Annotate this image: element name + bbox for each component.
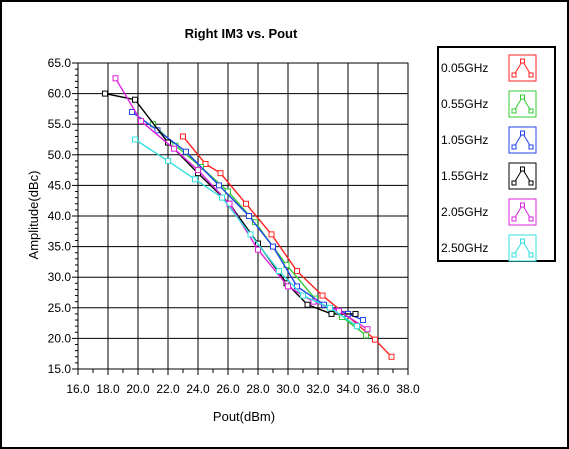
data-point — [247, 231, 254, 238]
y-tick-label: 30.0 — [48, 270, 72, 284]
legend-swatch-marker — [528, 108, 534, 114]
y-tick-label: 25.0 — [48, 301, 72, 315]
legend-label: 0.55GHz — [441, 97, 488, 111]
legend-label: 2.05GHz — [441, 205, 488, 219]
data-point — [195, 167, 201, 174]
data-point — [304, 301, 311, 308]
data-point — [255, 246, 261, 253]
legend-swatch-marker — [520, 238, 525, 244]
data-point — [360, 317, 366, 324]
data-point — [352, 310, 359, 317]
x-axis: 16.0 18.0 20.0 22.0 24.0 26.0 28.0 30.0 32.0 34.0… — [66, 369, 420, 396]
data-point — [363, 332, 369, 339]
y-tick-label: 60.0 — [48, 87, 72, 101]
data-point — [364, 326, 371, 333]
x-tick-label: 28.0 — [246, 382, 270, 396]
data-point — [217, 170, 224, 177]
data-point — [192, 176, 198, 183]
legend: 0.05GHz 0.55GHz 1.05GHz 1.55GHz 2.05GHz 2.50G… — [437, 46, 556, 262]
series-2.50GHz — [132, 136, 360, 330]
data-point — [294, 268, 300, 275]
x-tick-label: 30.0 — [276, 382, 300, 396]
legend-swatch-marker — [511, 252, 517, 258]
legend-swatch-marker — [511, 180, 517, 186]
y-tick-label: 20.0 — [48, 331, 72, 345]
data-point — [129, 108, 135, 115]
data-point — [180, 133, 186, 140]
data-point — [268, 231, 275, 238]
x-tick-label: 24.0 — [186, 382, 210, 396]
x-tick-label: 32.0 — [306, 382, 330, 396]
legend-swatch-marker — [520, 94, 525, 100]
y-tick-label: 15.0 — [48, 362, 72, 376]
x-tick-label: 38.0 — [396, 382, 420, 396]
data-point — [276, 268, 282, 275]
data-point — [388, 353, 395, 360]
data-point — [216, 182, 222, 189]
series-2.05GHz — [112, 75, 371, 333]
data-point — [300, 292, 306, 299]
x-tick-label: 36.0 — [366, 382, 390, 396]
legend-swatch-marker — [528, 144, 534, 150]
data-point — [270, 243, 276, 250]
legend-swatch-marker — [528, 216, 534, 222]
legend-swatch-marker — [520, 202, 525, 208]
legend-swatch-marker — [528, 180, 534, 186]
legend-label: 1.05GHz — [441, 133, 488, 147]
data-point — [202, 160, 209, 167]
data-point — [327, 304, 333, 311]
data-point — [171, 145, 177, 152]
data-point — [138, 118, 144, 125]
y-axis-title: Amplitude(dBc) — [26, 171, 41, 260]
legend-swatch-marker — [528, 72, 534, 78]
data-point — [354, 323, 360, 330]
legend-box — [437, 46, 556, 262]
y-tick-label: 45.0 — [48, 178, 72, 192]
x-tick-label: 20.0 — [126, 382, 150, 396]
legend-swatch-marker — [511, 108, 517, 114]
data-point — [132, 96, 138, 103]
y-tick-label: 55.0 — [48, 117, 72, 131]
data-point — [183, 148, 189, 155]
data-point — [165, 139, 171, 146]
legend-label: 2.50GHz — [441, 241, 488, 255]
series-layer — [102, 75, 395, 360]
chart-title: Right IM3 vs. Pout — [185, 26, 298, 41]
legend-label: 1.55GHz — [441, 169, 488, 183]
data-point — [112, 75, 119, 82]
y-tick-label: 40.0 — [48, 209, 72, 223]
data-point — [132, 136, 138, 143]
legend-label: 0.05GHz — [441, 61, 488, 75]
x-tick-label: 16.0 — [66, 382, 90, 396]
x-tick-label: 34.0 — [336, 382, 360, 396]
data-point — [328, 310, 335, 317]
data-point — [165, 157, 171, 164]
legend-swatch-marker — [520, 166, 525, 172]
data-point — [102, 90, 108, 97]
data-point — [285, 283, 291, 290]
legend-swatch-marker — [511, 144, 517, 150]
legend-swatch-marker — [528, 252, 534, 258]
x-tick-label: 18.0 — [96, 382, 120, 396]
legend-swatch-marker — [511, 216, 517, 222]
data-point — [219, 194, 225, 201]
series-line — [104, 92, 356, 315]
x-axis-title: Pout(dBm) — [213, 409, 275, 424]
y-axis: 15.0 20.0 25.0 30.0 35.0 40.0 45.0 50.0 55.0 60.0… — [48, 56, 78, 376]
data-point — [243, 200, 249, 207]
x-tick-label: 26.0 — [216, 382, 240, 396]
data-point — [246, 213, 252, 219]
y-tick-label: 50.0 — [48, 148, 72, 162]
legend-swatch-marker — [520, 130, 525, 136]
y-tick-label: 35.0 — [48, 240, 72, 254]
x-tick-label: 22.0 — [156, 382, 180, 396]
data-point — [319, 292, 326, 299]
y-tick-label: 65.0 — [48, 56, 72, 70]
legend-swatch-marker — [511, 72, 517, 78]
legend-swatch-marker — [520, 58, 525, 64]
data-point — [372, 336, 378, 343]
series-line — [114, 77, 368, 330]
